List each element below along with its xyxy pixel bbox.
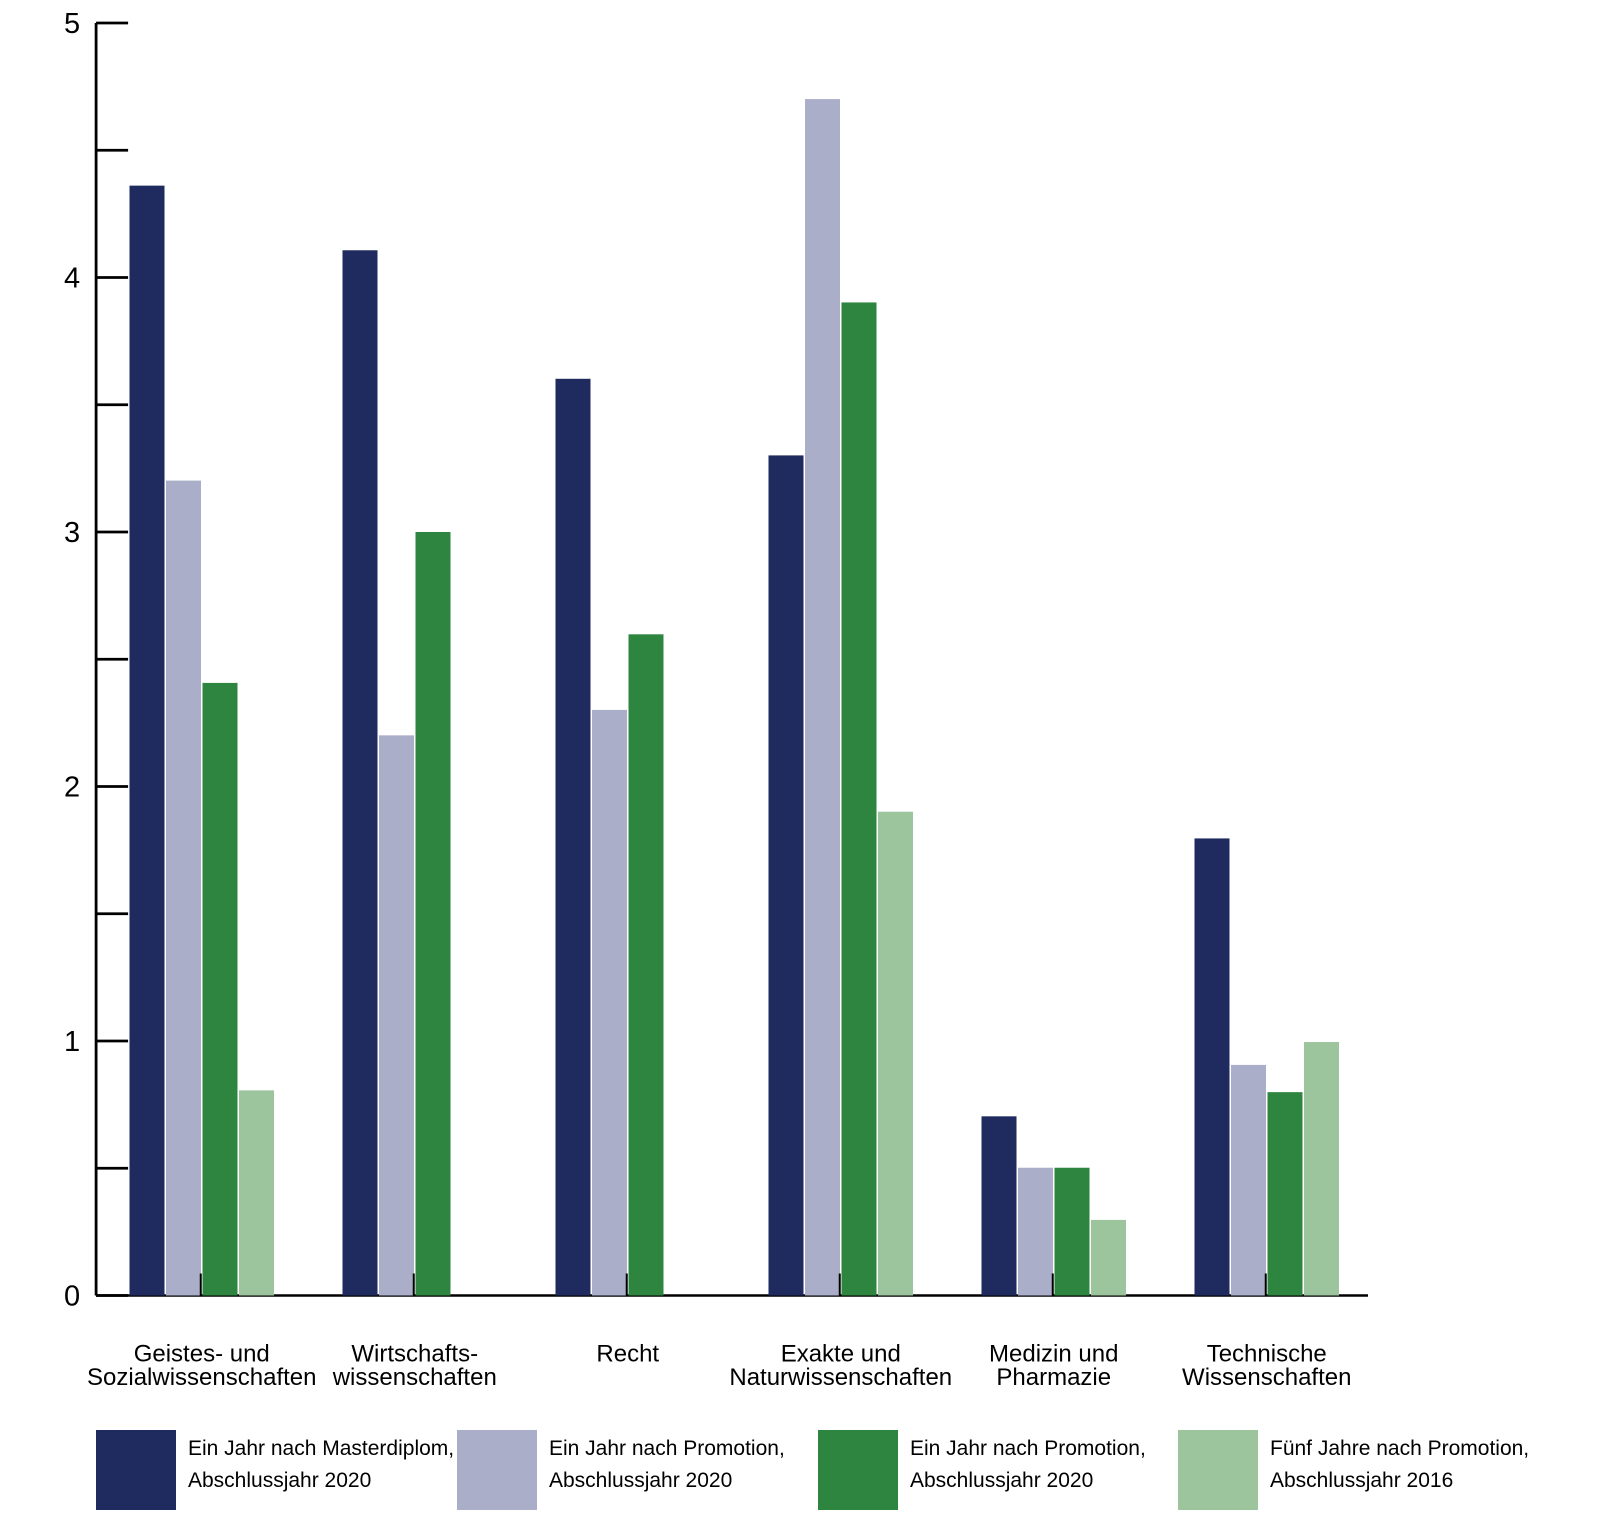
svg-text:Sozialwissenschaften: Sozialwissenschaften [87,1364,316,1391]
svg-text:1: 1 [64,1026,80,1058]
svg-text:Abschlussjahr 2016: Abschlussjahr 2016 [1270,1469,1453,1492]
svg-text:0: 0 [64,1281,80,1313]
svg-text:2: 2 [64,772,80,804]
svg-text:Pharmazie: Pharmazie [996,1364,1111,1391]
svg-text:Wissenschaften: Wissenschaften [1182,1364,1351,1391]
svg-text:Naturwissenschaften: Naturwissenschaften [729,1364,952,1391]
svg-text:5: 5 [64,8,80,40]
svg-text:Ein Jahr nach Promotion,: Ein Jahr nach Promotion, [549,1437,785,1460]
svg-text:Abschlussjahr 2020: Abschlussjahr 2020 [188,1469,371,1492]
svg-text:3: 3 [64,517,80,549]
svg-text:wissenschaften: wissenschaften [332,1364,497,1391]
svg-text:4: 4 [64,263,80,295]
svg-text:Ein Jahr nach Promotion,: Ein Jahr nach Promotion, [910,1437,1146,1460]
svg-text:Ein Jahr nach Masterdiplom,: Ein Jahr nach Masterdiplom, [188,1437,454,1460]
svg-text:Abschlussjahr 2020: Abschlussjahr 2020 [910,1469,1093,1492]
svg-text:Recht: Recht [596,1341,659,1368]
svg-text:Fünf Jahre nach Promotion,: Fünf Jahre nach Promotion, [1270,1437,1529,1460]
svg-text:Abschlussjahr 2020: Abschlussjahr 2020 [549,1469,732,1492]
